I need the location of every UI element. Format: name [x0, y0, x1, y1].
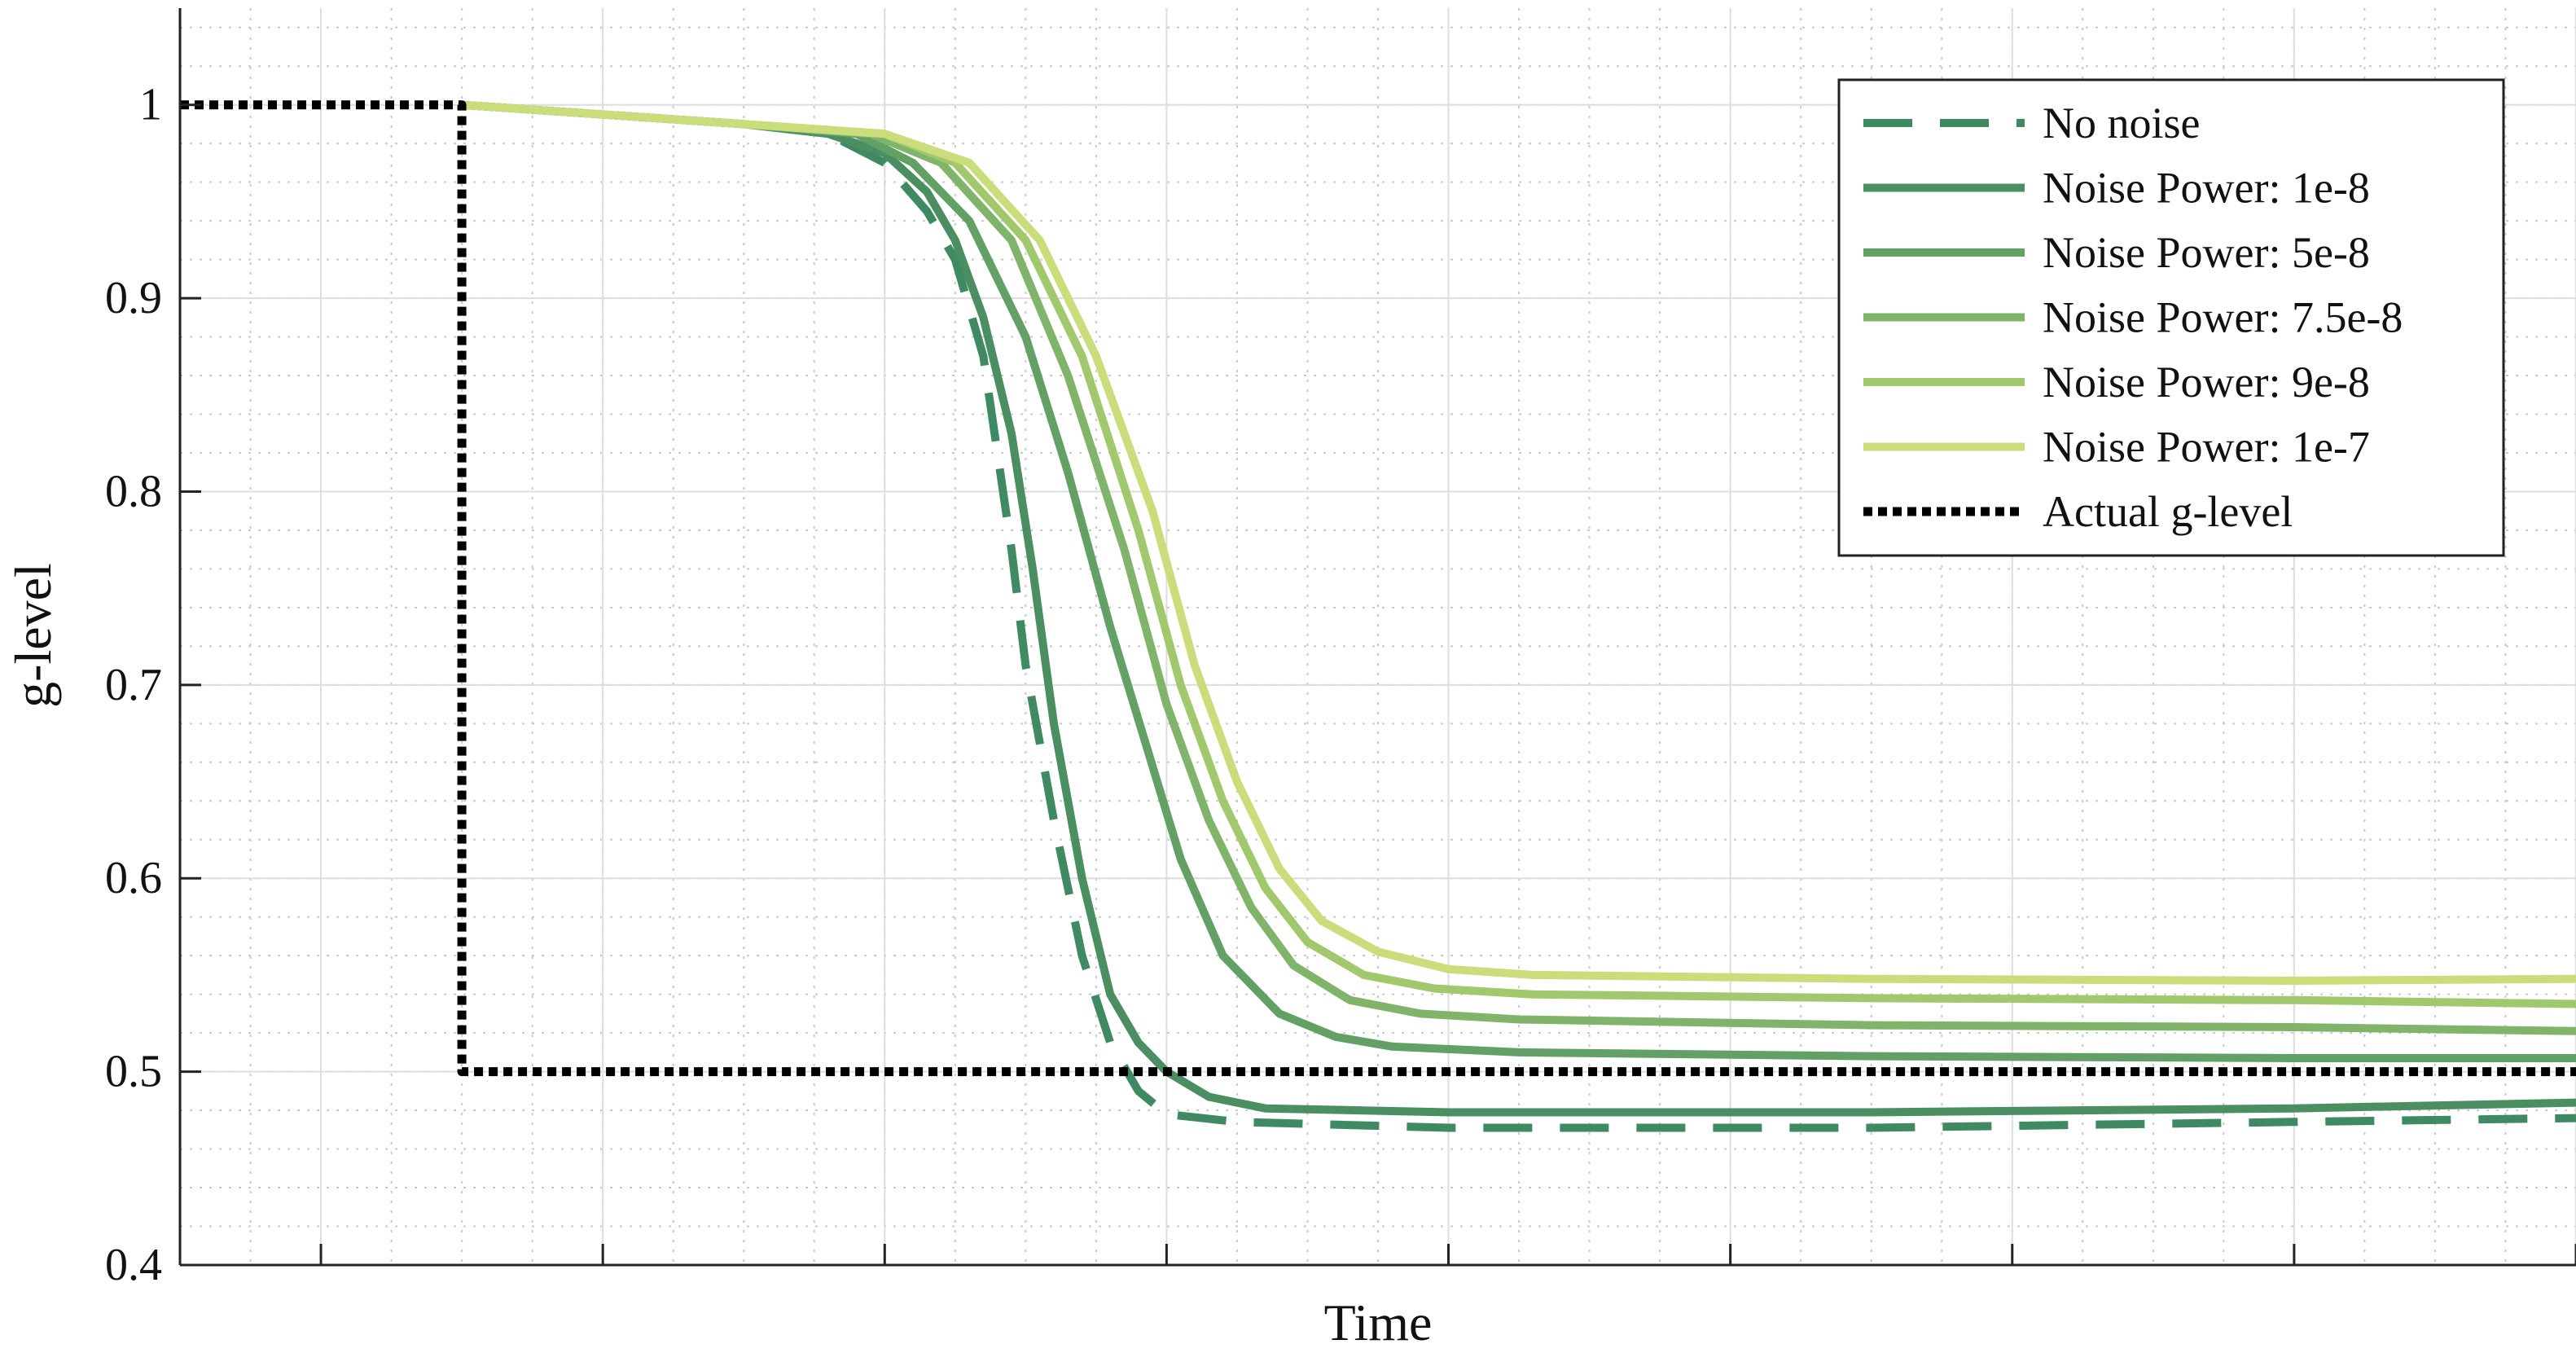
y-tick-label: 0.7 — [105, 660, 162, 710]
y-tick-labels: 0.4 0.5 0.6 0.7 0.8 0.9 1 — [105, 80, 162, 1290]
legend-label-4: Noise Power: 7.5e-8 — [2043, 293, 2403, 342]
x-axis-label: Time — [1324, 1294, 1433, 1351]
series-line-4 — [458, 100, 2576, 1035]
y-tick-label: 0.6 — [105, 853, 162, 903]
y-tick-label: 0.4 — [105, 1240, 162, 1290]
legend-label-6: Noise Power: 1e-7 — [2043, 423, 2370, 472]
y-tick-label: 0.8 — [105, 466, 162, 516]
y-axis-label: g-level — [4, 563, 62, 708]
legend-label-2: Noise Power: 1e-8 — [2043, 164, 2370, 213]
legend: No noise Noise Power: 1e-8 Noise Power: 5e… — [1837, 78, 2505, 557]
series-layer — [180, 100, 2576, 1132]
legend-label-3: Noise Power: 5e-8 — [2043, 228, 2370, 277]
axes — [178, 8, 2576, 1267]
y-tick-label: 0.9 — [105, 273, 162, 323]
series-line-3 — [458, 100, 2576, 1062]
y-tick-label: 0.5 — [105, 1047, 162, 1097]
legend-label-1: No noise — [2043, 99, 2200, 147]
series-line-2 — [458, 100, 2576, 1117]
series-line-7 — [180, 100, 2576, 1077]
legend-label-5: Noise Power: 9e-8 — [2043, 358, 2370, 406]
y-tick-label: 1 — [139, 80, 162, 130]
series-line-6 — [458, 100, 2576, 985]
series-line-1 — [461, 100, 2576, 1132]
legend-label-7: Actual g-level — [2043, 487, 2293, 536]
